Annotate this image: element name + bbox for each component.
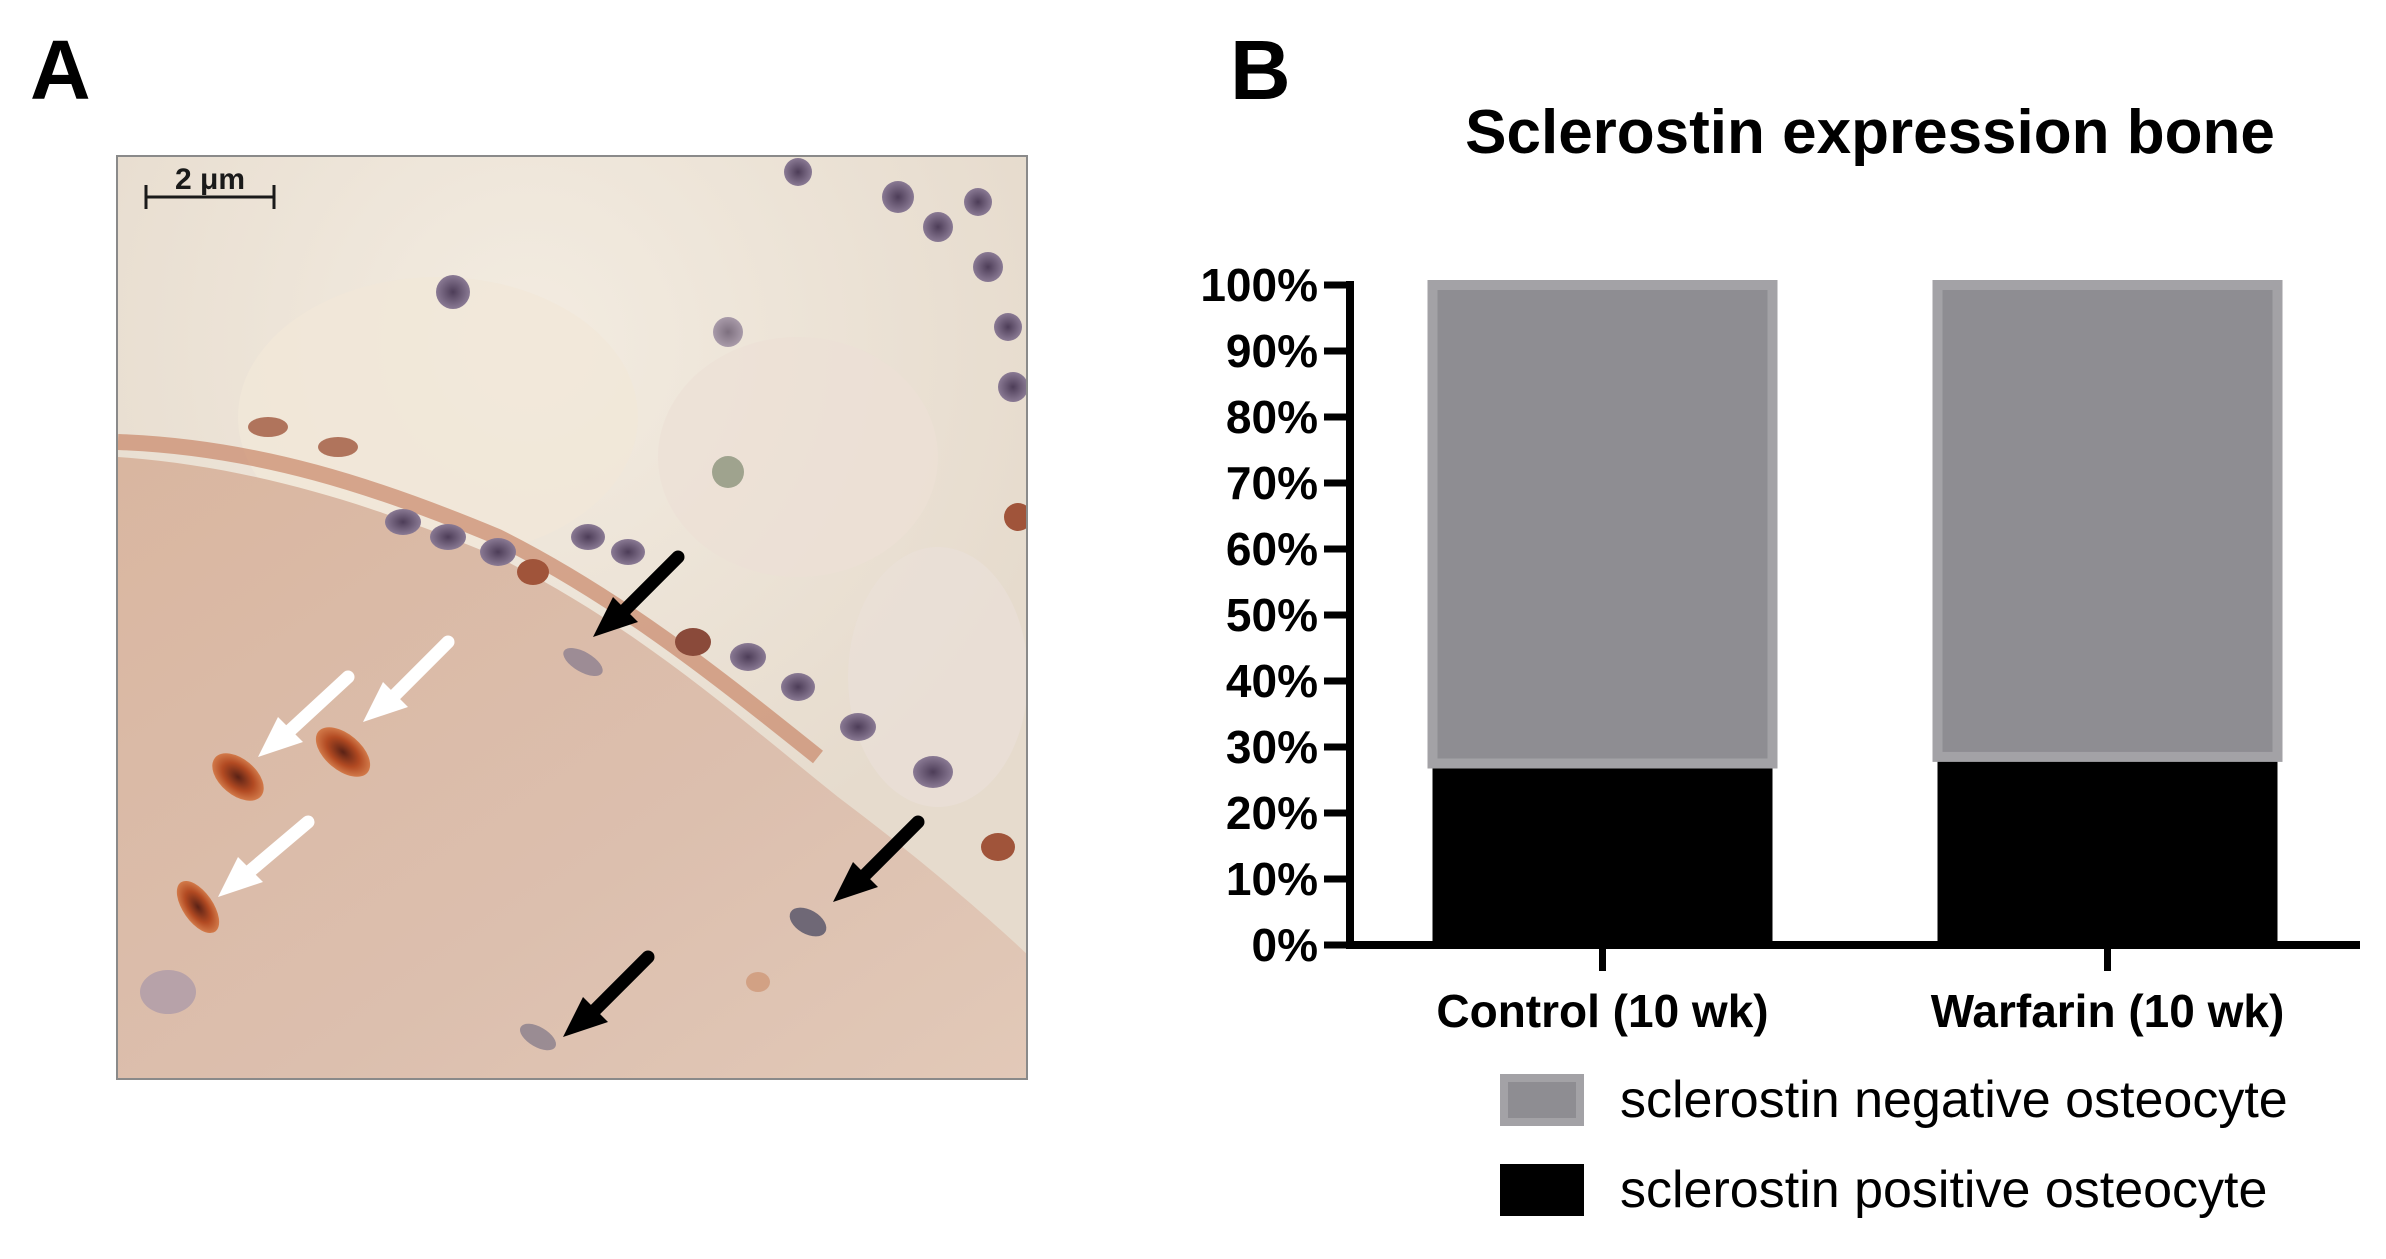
micrograph-image: 2 μm (116, 155, 1028, 1080)
x-category-label: Control (10 wk) (1436, 985, 1768, 1037)
scale-bar (144, 185, 276, 209)
white-arrows (218, 635, 455, 897)
x-axis-ticks: Control (10 wk) Warfarin (10 wk) (1436, 945, 2284, 1037)
legend-item-positive: sclerostin positive osteocyte (1500, 1160, 2288, 1220)
legend-swatch-negative (1500, 1074, 1584, 1126)
panel-label-b: B (1230, 23, 1291, 117)
y-axis-ticks: 0% 10% 20% 30% 40% 50% 60% 70% 80% 90% 100% (1200, 259, 1350, 971)
y-tick-label: 100% (1200, 259, 1318, 311)
chart-legend: sclerostin negative osteocyte sclerostin… (1500, 1070, 2288, 1250)
legend-label-positive: sclerostin positive osteocyte (1620, 1161, 2268, 1219)
scale-bar-label: 2 μm (175, 163, 245, 196)
y-tick-label: 10% (1226, 853, 1318, 905)
sclerostin-bar-chart: 0% 10% 20% 30% 40% 50% 60% 70% 80% 90% 100% Contro… (1200, 259, 2360, 1037)
y-tick-label: 30% (1226, 721, 1318, 773)
legend-swatch-positive (1500, 1164, 1584, 1216)
y-tick-label: 40% (1226, 655, 1318, 707)
y-tick-label: 60% (1226, 523, 1318, 575)
bar-segment-positive-0 (1432, 763, 1773, 945)
bar-segment-negative-1 (1932, 280, 2283, 762)
y-tick-label: 80% (1226, 391, 1318, 443)
legend-label-negative: sclerostin negative osteocyte (1620, 1071, 2288, 1129)
bars (1427, 280, 2283, 945)
x-category-label: Warfarin (10 wk) (1931, 985, 2285, 1037)
black-arrows (563, 550, 925, 1037)
y-tick-label: 50% (1226, 589, 1318, 641)
y-tick-label: 0% (1252, 919, 1318, 971)
bar-segment-positive-1 (1937, 756, 2278, 945)
micrograph-svg: 2 μm (118, 157, 1026, 1078)
chart-title: Sclerostin expression bone (1465, 98, 2275, 167)
bar-segment-negative-0 (1427, 280, 1778, 769)
panel-label-a: A (30, 23, 91, 117)
legend-item-negative: sclerostin negative osteocyte (1500, 1070, 2288, 1130)
y-tick-label: 70% (1226, 457, 1318, 509)
y-tick-label: 20% (1226, 787, 1318, 839)
y-tick-label: 90% (1226, 325, 1318, 377)
